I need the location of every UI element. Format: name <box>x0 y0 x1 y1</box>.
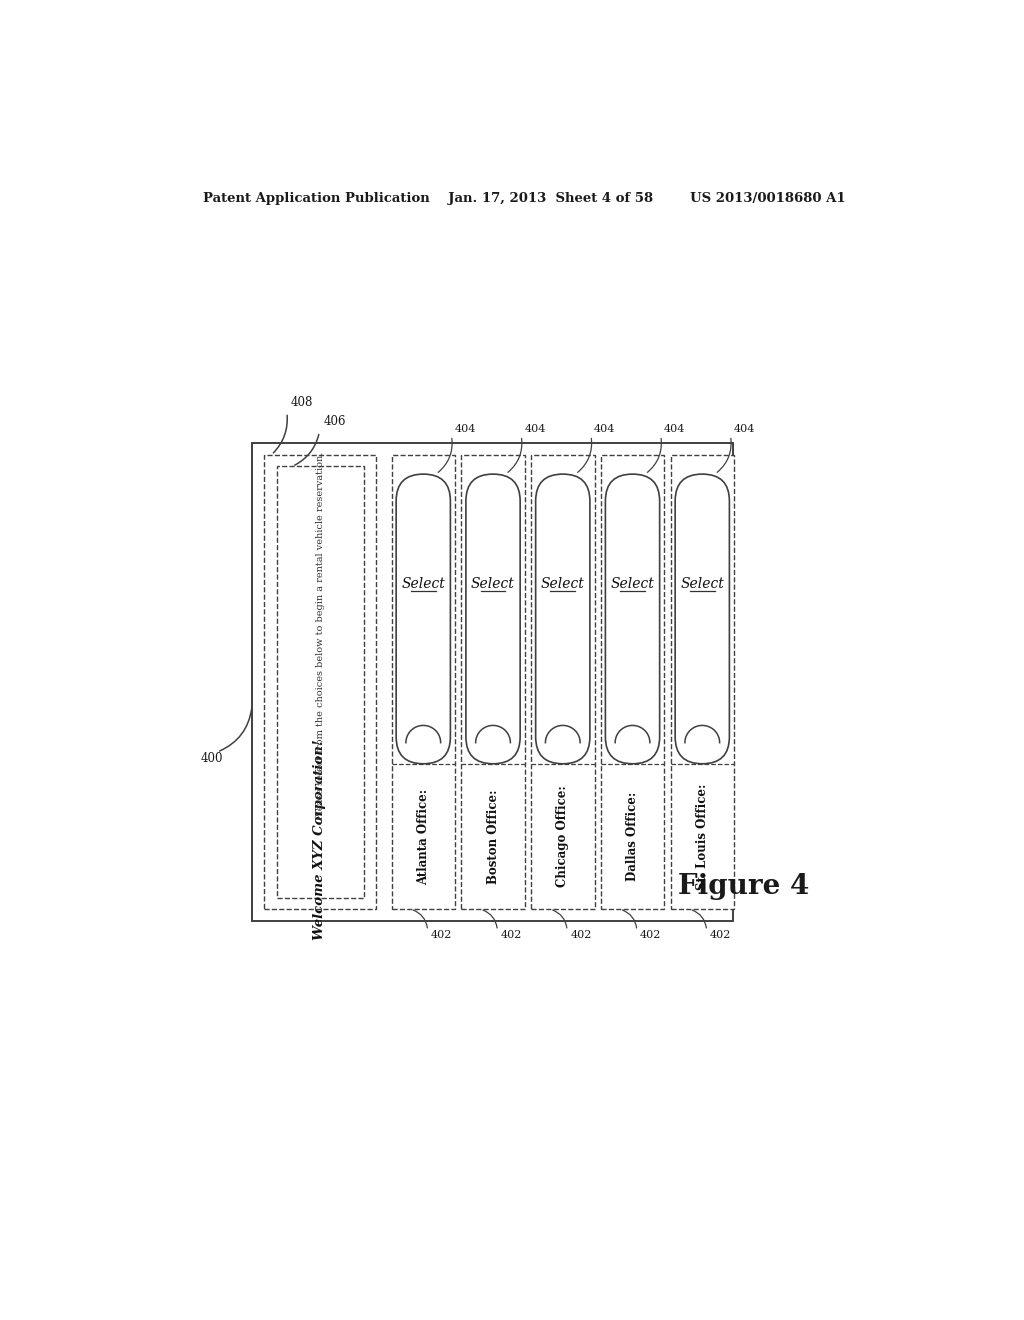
Text: 404: 404 <box>455 425 476 434</box>
Text: 408: 408 <box>291 396 313 409</box>
Text: 404: 404 <box>733 425 755 434</box>
FancyBboxPatch shape <box>536 474 590 764</box>
Bar <box>263 455 376 909</box>
FancyBboxPatch shape <box>605 474 659 764</box>
FancyBboxPatch shape <box>675 474 729 764</box>
Text: St. Louis Office:: St. Louis Office: <box>695 783 709 890</box>
Text: 402: 402 <box>501 931 522 940</box>
Text: 406: 406 <box>324 416 346 428</box>
Text: 402: 402 <box>431 931 452 940</box>
Bar <box>671 455 734 909</box>
Text: Select: Select <box>610 577 654 591</box>
Text: Select: Select <box>401 577 445 591</box>
Bar <box>252 444 732 921</box>
Text: Please select from the choices below to begin a rental vehicle reservation.: Please select from the choices below to … <box>315 451 325 820</box>
Text: 404: 404 <box>524 425 546 434</box>
Text: 402: 402 <box>710 931 731 940</box>
Text: Select: Select <box>680 577 724 591</box>
Text: Welcome XYZ Corporation!: Welcome XYZ Corporation! <box>313 739 327 940</box>
Text: 402: 402 <box>640 931 662 940</box>
Bar <box>461 455 524 909</box>
Text: 404: 404 <box>594 425 615 434</box>
Text: 404: 404 <box>664 425 685 434</box>
Text: 400: 400 <box>201 751 223 764</box>
Bar <box>531 455 595 909</box>
Bar <box>391 455 455 909</box>
Text: Boston Office:: Boston Office: <box>486 789 500 883</box>
Text: Figure 4: Figure 4 <box>679 873 810 899</box>
Bar <box>601 455 665 909</box>
Text: Patent Application Publication    Jan. 17, 2013  Sheet 4 of 58        US 2013/00: Patent Application Publication Jan. 17, … <box>204 191 846 205</box>
Text: 402: 402 <box>570 931 592 940</box>
Text: Select: Select <box>471 577 515 591</box>
Text: Dallas Office:: Dallas Office: <box>626 792 639 880</box>
FancyBboxPatch shape <box>396 474 451 764</box>
Text: Chicago Office:: Chicago Office: <box>556 785 569 887</box>
Text: Select: Select <box>541 577 585 591</box>
Text: Atlanta Office:: Atlanta Office: <box>417 788 430 884</box>
FancyBboxPatch shape <box>466 474 520 764</box>
Bar <box>276 466 364 898</box>
